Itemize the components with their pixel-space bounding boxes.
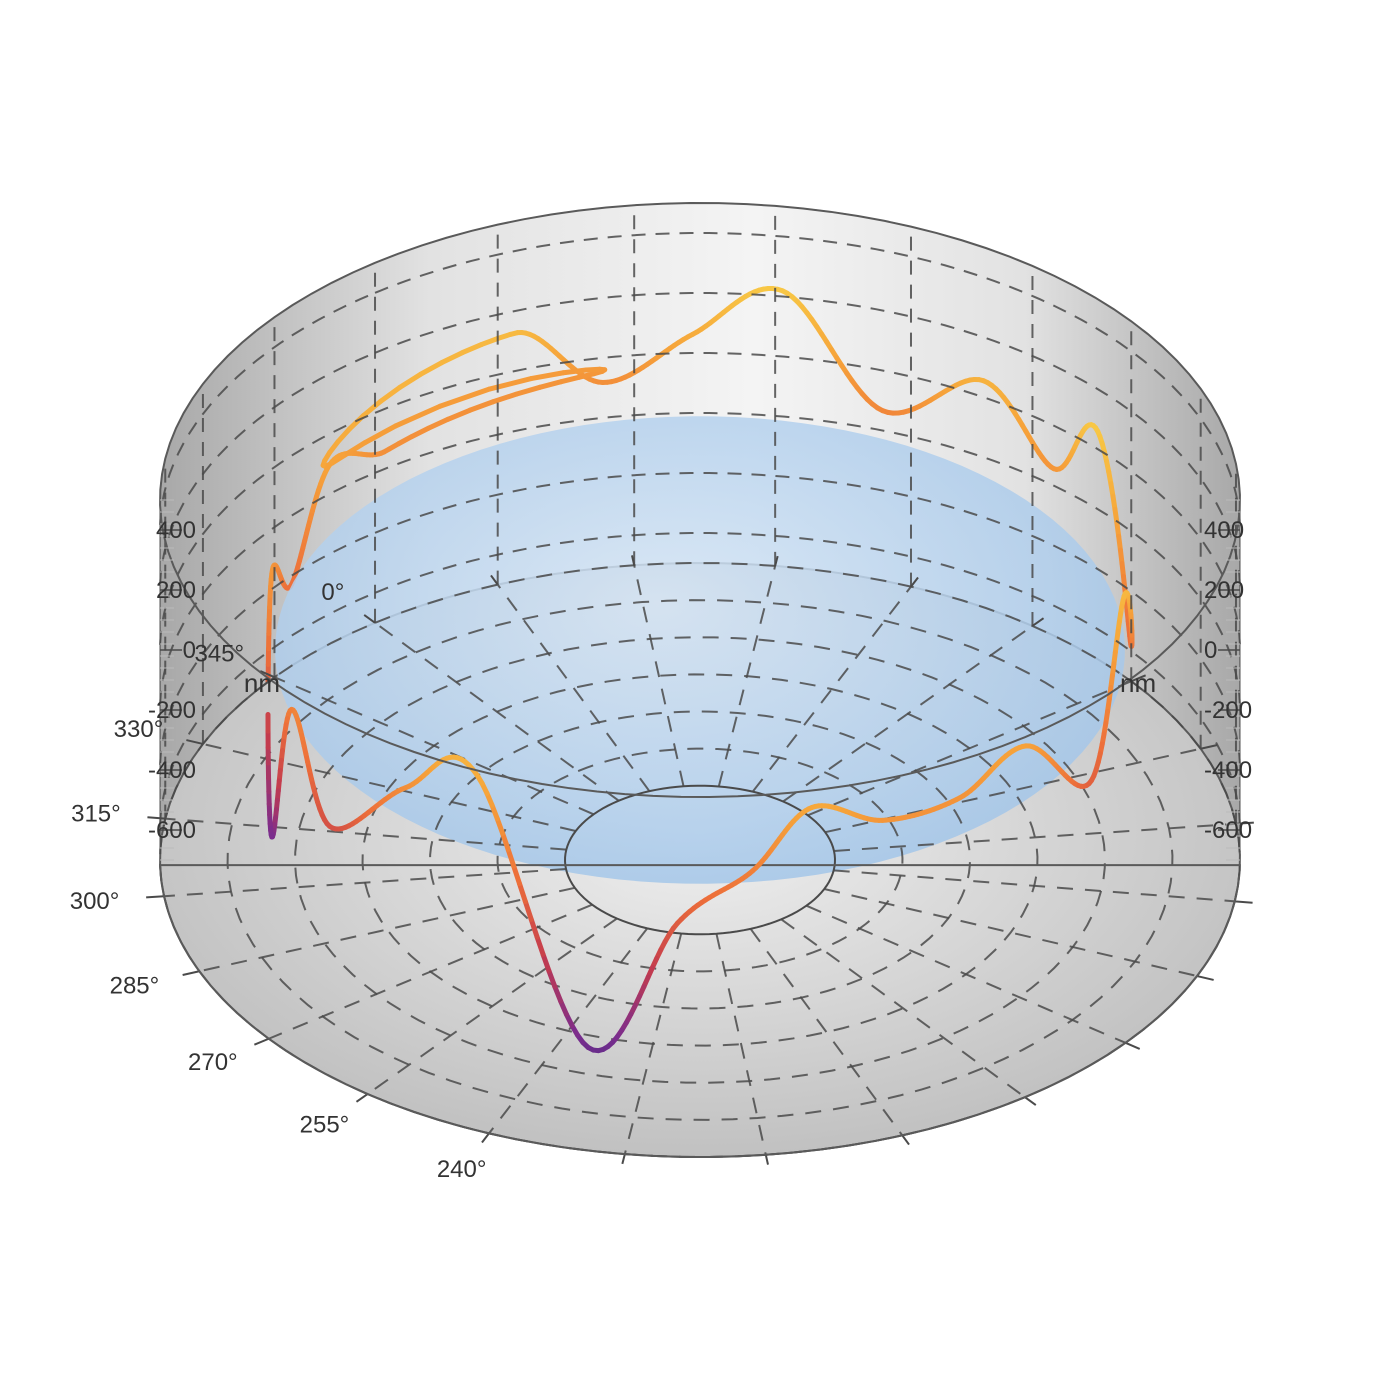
z-axis-unit: nm [1120, 668, 1156, 698]
angular-tick-label: 0° [321, 579, 344, 606]
z-tick-label: 400 [1204, 517, 1244, 544]
z-tick-label: -200 [148, 697, 196, 724]
angular-tick-label: 255° [300, 1111, 350, 1138]
z-tick-label: -400 [1204, 757, 1252, 784]
z-tick-label: 0 [183, 637, 196, 664]
angular-tick-label: 345° [194, 640, 244, 667]
angular-tick-label: 285° [110, 973, 160, 1000]
z-tick-label: 200 [1204, 577, 1244, 604]
angular-tick-label: 315° [71, 800, 121, 827]
angular-tick-label: 300° [70, 888, 120, 915]
z-tick-label: -200 [1204, 697, 1252, 724]
angular-tick-label: 270° [188, 1049, 238, 1076]
angular-tick-label: 240° [437, 1156, 487, 1183]
z-axis-unit: nm [244, 668, 280, 698]
z-tick-label: -600 [148, 817, 196, 844]
z-tick-label: -600 [1204, 817, 1252, 844]
z-tick-label: -400 [148, 757, 196, 784]
z-tick-label: 0 [1204, 637, 1217, 664]
z-tick-label: 200 [156, 577, 196, 604]
z-tick-label: 400 [156, 517, 196, 544]
cylindrical-chart: 0°345°330°315°300°285°270°255°240°-600-4… [0, 0, 1400, 1400]
